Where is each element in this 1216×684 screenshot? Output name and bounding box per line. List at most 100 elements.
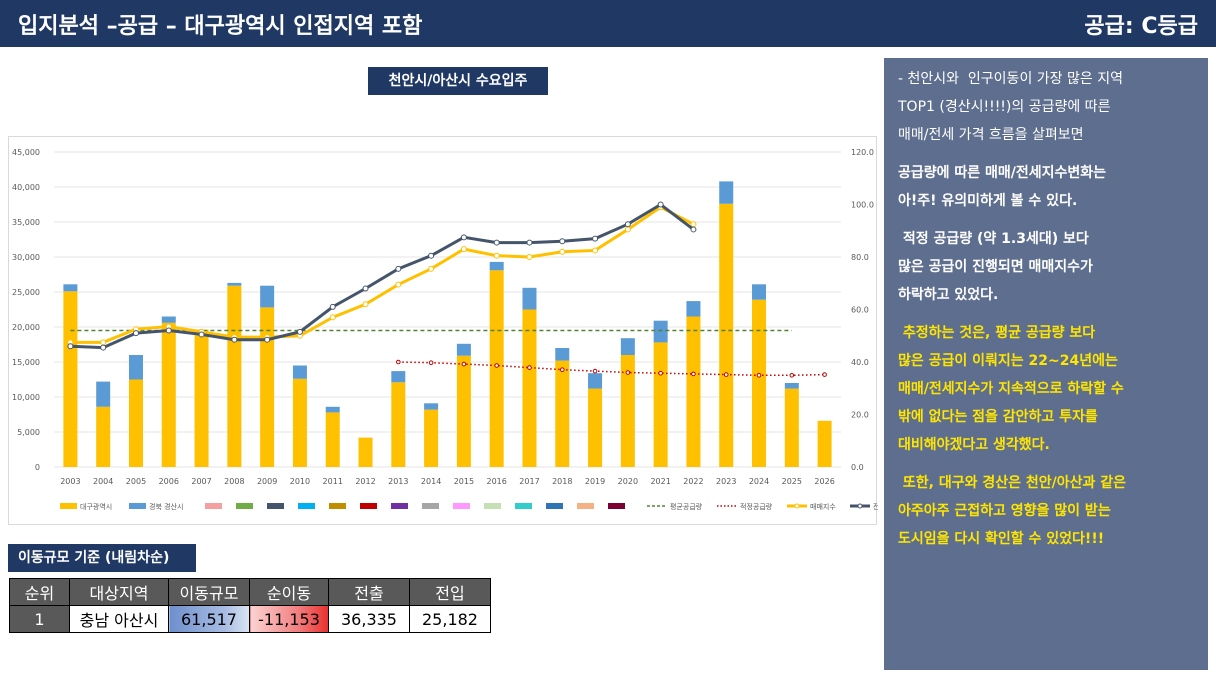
bar <box>456 355 471 467</box>
series-point <box>559 238 566 245</box>
series-point <box>592 235 599 242</box>
commentary-line: 많은 공급이 진행되면 매매지수가 <box>898 259 1093 275</box>
commentary-line <box>898 309 1126 319</box>
x-tick-label: 2013 <box>388 477 408 486</box>
series-point <box>231 336 238 343</box>
legend-swatch <box>129 503 146 509</box>
bar <box>325 406 340 413</box>
legend-swatch <box>577 503 594 509</box>
series-point <box>822 372 827 377</box>
x-tick-label: 2015 <box>454 477 474 486</box>
y-left-tick-label: 45,000 <box>12 148 40 157</box>
series-point <box>395 265 402 272</box>
y-right-tick-label: 60.0 <box>851 306 869 315</box>
table-row: 1 충남 아산시 61,517 -11,153 36,335 25,182 <box>9 605 491 633</box>
series-point <box>428 360 434 365</box>
series-point <box>624 221 631 228</box>
series-point <box>526 239 533 246</box>
legend-swatch <box>329 503 346 509</box>
series-point <box>691 371 696 377</box>
series-point <box>461 361 467 367</box>
y-left-tick-label: 40,000 <box>12 183 40 192</box>
bar <box>227 285 242 467</box>
series-point <box>526 254 533 260</box>
grade-label: 공급: C등급 <box>1084 14 1198 39</box>
bar <box>620 355 635 467</box>
net-cell: -11,153 <box>249 605 329 633</box>
y-right-tick-label: 100.0 <box>851 201 874 210</box>
x-tick-label: 2020 <box>618 477 638 486</box>
commentary-line <box>898 215 1126 225</box>
legend-swatch <box>360 503 377 509</box>
x-tick-label: 2026 <box>814 477 834 486</box>
series-point <box>264 336 271 343</box>
x-tick-label: 2016 <box>487 477 507 486</box>
x-tick-label: 2022 <box>683 477 703 486</box>
bar <box>391 371 406 383</box>
x-tick-label: 2005 <box>126 477 146 486</box>
commentary-line: 아주아주 근접하고 영향을 많이 받는 <box>898 503 1111 519</box>
series-point <box>756 373 762 378</box>
bar <box>653 320 668 343</box>
series-point <box>625 370 631 375</box>
legend-swatch <box>298 503 315 509</box>
region-cell: 충남 아산시 <box>69 605 169 633</box>
bar <box>653 342 668 467</box>
series-point <box>329 303 336 310</box>
x-tick-label: 2012 <box>355 477 375 486</box>
legend-label: 매매지수 <box>810 502 836 511</box>
legend-swatch <box>236 503 253 509</box>
series-point <box>329 314 336 321</box>
y-right-tick-label: 0.0 <box>851 463 864 472</box>
x-tick-label: 2011 <box>323 477 343 486</box>
commentary-line: 또한, 대구와 경산은 천안/아산과 같은 <box>898 475 1127 491</box>
bar <box>752 299 767 467</box>
bar <box>817 420 832 467</box>
bar <box>456 343 471 356</box>
x-tick-label: 2021 <box>650 477 670 486</box>
commentary-line: 아!주! 유의미하게 볼 수 있다. <box>898 193 1078 209</box>
series-point <box>362 285 369 292</box>
legend-swatch <box>484 503 501 509</box>
series-point <box>592 247 599 254</box>
series-point <box>395 281 402 288</box>
legend-label: 적정공급량 <box>740 502 773 511</box>
bar <box>63 284 78 292</box>
bar <box>292 378 307 467</box>
bar <box>227 282 242 286</box>
legend-swatch <box>422 503 439 509</box>
col-volume-header: 이동규모 <box>168 578 250 606</box>
legend-label: 경북 경산시 <box>149 502 183 511</box>
x-tick-label: 2007 <box>191 477 211 486</box>
commentary-line: 매매/전세지수가 지속적으로 하락할 수 <box>898 381 1124 397</box>
chart-title: 천안시/아산시 수요입주 <box>368 67 548 95</box>
y-right-tick-label: 80.0 <box>851 253 869 262</box>
col-net-header: 순이동 <box>249 578 329 606</box>
series-point <box>460 234 467 241</box>
commentary-line: 추정하는 것은, 평균 공급량 보다 <box>898 325 1096 341</box>
series-point <box>428 252 435 259</box>
x-tick-label: 2017 <box>519 477 539 486</box>
y-left-tick-label: 20,000 <box>12 323 40 332</box>
col-rank-header: 순위 <box>9 578 70 606</box>
bar <box>719 181 734 204</box>
series-point <box>362 301 369 308</box>
commentary-line: 매매/전세 가격 흐름을 살펴보면 <box>898 127 1084 143</box>
header-bar: 입지분석 –공급 – 대구광역시 인접지역 포함 공급: C등급 <box>0 0 1216 47</box>
series-point <box>165 327 172 334</box>
in-cell: 25,182 <box>409 605 491 633</box>
y-right-tick-label: 40.0 <box>851 358 869 367</box>
x-tick-label: 2006 <box>159 477 179 486</box>
bar <box>63 291 78 467</box>
x-tick-label: 2023 <box>716 477 736 486</box>
col-out-header: 전출 <box>328 578 410 606</box>
series-line <box>70 202 695 350</box>
commentary-line: 많은 공급이 이뤄지는 22~24년에는 <box>898 353 1118 369</box>
series-point <box>789 373 795 378</box>
series-point <box>657 201 664 208</box>
bar <box>686 301 701 317</box>
series-point <box>494 363 499 368</box>
x-tick-label: 2018 <box>552 477 572 486</box>
bar <box>522 287 537 310</box>
x-tick-label: 2008 <box>224 477 244 486</box>
